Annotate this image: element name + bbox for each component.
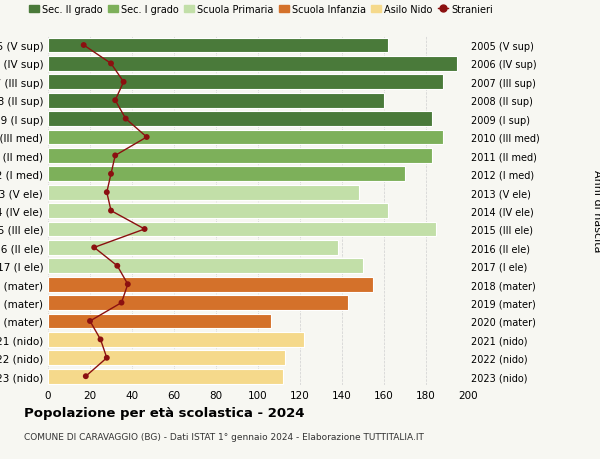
Bar — [48, 75, 443, 90]
Bar — [48, 296, 348, 310]
Bar — [48, 185, 359, 200]
Point — [110, 152, 120, 160]
Bar — [48, 241, 338, 255]
Point — [106, 207, 116, 215]
Bar — [48, 351, 286, 365]
Bar — [48, 130, 443, 145]
Bar — [48, 277, 373, 292]
Bar — [48, 39, 388, 53]
Bar — [48, 112, 432, 127]
Point — [102, 189, 112, 196]
Point — [119, 79, 128, 86]
Point — [106, 171, 116, 178]
Bar — [48, 259, 363, 274]
Bar — [48, 204, 388, 218]
Point — [142, 134, 151, 141]
Point — [116, 299, 126, 307]
Point — [89, 244, 99, 252]
Point — [79, 42, 89, 50]
Point — [106, 61, 116, 68]
Bar — [48, 369, 283, 384]
Point — [81, 373, 91, 380]
Bar — [48, 332, 304, 347]
Point — [85, 318, 95, 325]
Legend: Sec. II grado, Sec. I grado, Scuola Primaria, Scuola Infanzia, Asilo Nido, Stran: Sec. II grado, Sec. I grado, Scuola Prim… — [29, 5, 493, 15]
Point — [140, 226, 149, 233]
Text: COMUNE DI CARAVAGGIO (BG) - Dati ISTAT 1° gennaio 2024 - Elaborazione TUTTITALIA: COMUNE DI CARAVAGGIO (BG) - Dati ISTAT 1… — [24, 432, 424, 442]
Bar — [48, 94, 384, 108]
Text: Anni di nascita: Anni di nascita — [592, 170, 600, 252]
Text: Popolazione per età scolastica - 2024: Popolazione per età scolastica - 2024 — [24, 406, 305, 419]
Point — [123, 281, 133, 288]
Point — [110, 97, 120, 105]
Point — [102, 354, 112, 362]
Bar — [48, 167, 405, 182]
Point — [96, 336, 106, 343]
Bar — [48, 222, 436, 237]
Bar — [48, 314, 271, 329]
Point — [121, 116, 131, 123]
Bar — [48, 149, 432, 163]
Bar — [48, 57, 457, 72]
Point — [112, 263, 122, 270]
